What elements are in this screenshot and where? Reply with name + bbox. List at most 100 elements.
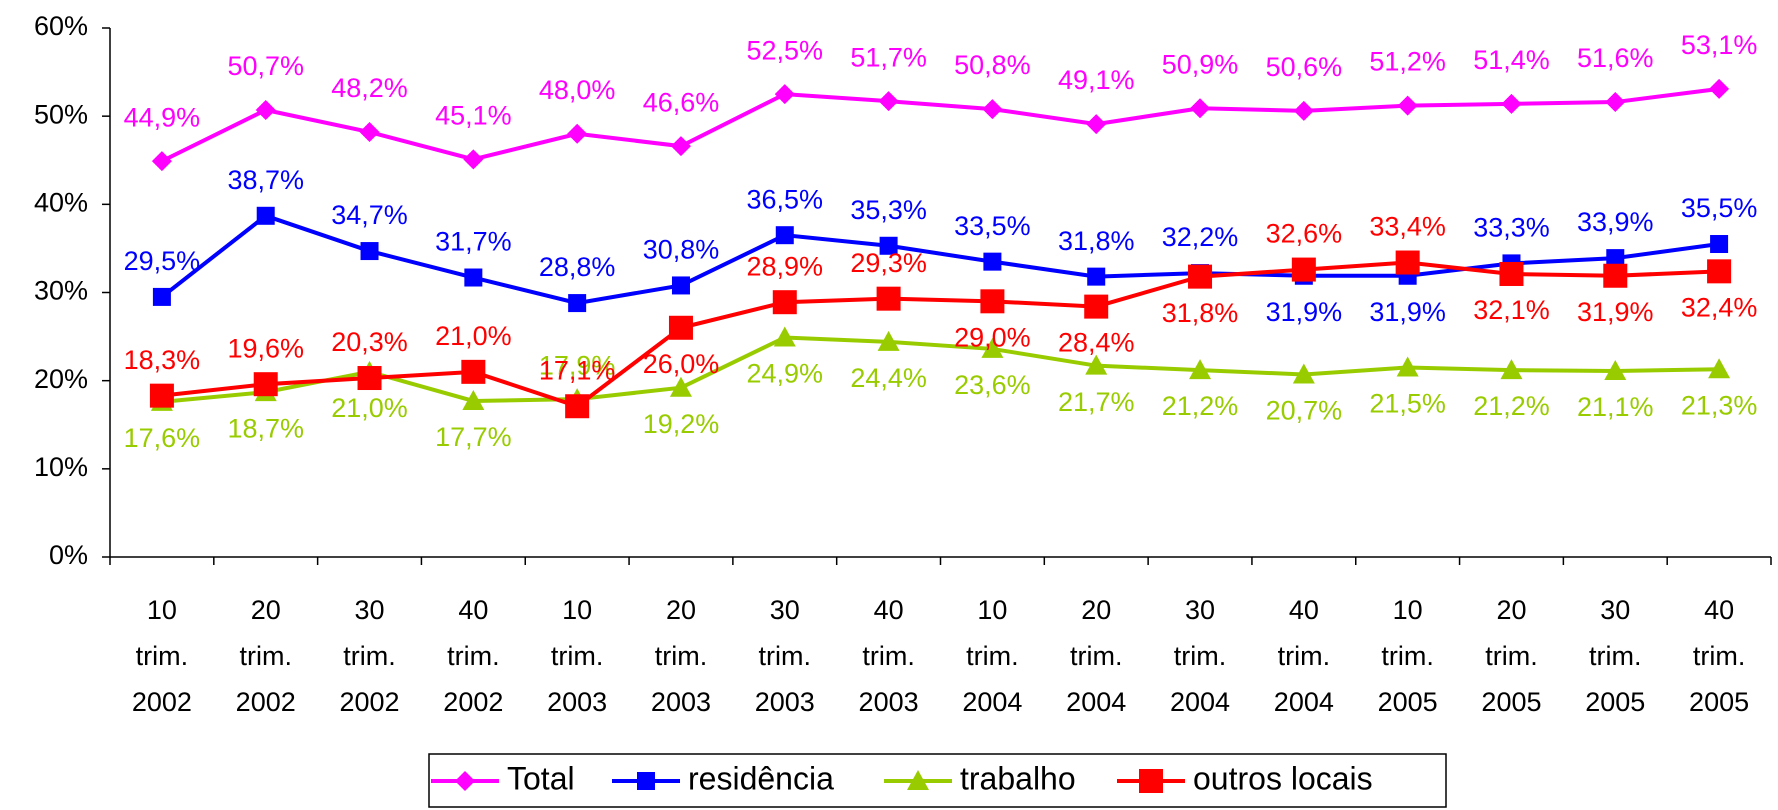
marker — [360, 242, 379, 261]
x-tick-label-line: 20 — [1081, 595, 1111, 625]
y-tick-label: 10% — [34, 452, 88, 482]
data-label: 19,2% — [643, 409, 720, 439]
data-label: 33,9% — [1577, 207, 1654, 237]
x-tick-label-line: trim. — [239, 641, 291, 671]
data-label: 20,3% — [331, 327, 408, 357]
data-label: 20,7% — [1266, 396, 1343, 426]
data-label: 28,8% — [539, 252, 616, 282]
x-tick-label-line: 10 — [562, 595, 592, 625]
x-tick-label-line: 10 — [1393, 595, 1423, 625]
data-label: 50,8% — [954, 50, 1031, 80]
marker — [1709, 78, 1730, 99]
data-label: 52,5% — [747, 35, 824, 65]
x-tick-label-line: 2003 — [651, 687, 711, 717]
data-label: 50,7% — [227, 51, 304, 81]
x-tick-label: 30 trim. 2005 — [1585, 595, 1645, 717]
x-tick-label: 40 trim. 2002 — [443, 595, 503, 717]
data-label: 45,1% — [435, 100, 512, 130]
x-tick-label-line: trim. — [136, 641, 188, 671]
x-tick-label: 10 trim. 2004 — [962, 595, 1022, 717]
marker — [1501, 93, 1522, 114]
data-label: 31,9% — [1577, 297, 1654, 327]
x-tick-label-line: trim. — [1381, 641, 1433, 671]
marker — [982, 99, 1003, 120]
marker — [357, 366, 382, 391]
marker — [668, 315, 693, 340]
data-label: 32,1% — [1473, 295, 1550, 325]
data-label: 21,2% — [1473, 391, 1550, 421]
marker — [879, 236, 898, 255]
data-label: 35,5% — [1681, 193, 1758, 223]
x-tick-label: 30 trim. 2004 — [1170, 595, 1230, 717]
data-label: 28,4% — [1058, 328, 1135, 358]
x-tick-label-line: 2004 — [962, 687, 1022, 717]
data-label: 18,7% — [227, 413, 304, 443]
data-label: 21,3% — [1681, 390, 1758, 420]
data-label: 33,4% — [1369, 212, 1446, 242]
data-label: 32,4% — [1681, 292, 1758, 322]
marker — [464, 268, 483, 287]
x-tick-label: 40 trim. 2004 — [1274, 595, 1334, 717]
marker — [775, 226, 794, 245]
marker — [463, 149, 484, 170]
marker — [878, 91, 899, 112]
x-tick-label-line: 40 — [1289, 595, 1319, 625]
x-tick-label-line: 40 — [458, 595, 488, 625]
x-tick-label-line: 2005 — [1585, 687, 1645, 717]
marker — [981, 337, 1004, 358]
y-tick-label: 60% — [34, 11, 88, 41]
legend-label: Total — [507, 760, 575, 796]
marker — [1395, 250, 1420, 275]
data-label: 48,2% — [331, 73, 408, 103]
x-tick-label: 40 trim. 2003 — [859, 595, 919, 717]
marker — [1087, 267, 1106, 286]
x-tick-label-line: 20 — [666, 595, 696, 625]
marker — [983, 252, 1002, 271]
x-tick-label-line: 10 — [147, 595, 177, 625]
marker — [637, 772, 655, 790]
data-label: 51,4% — [1473, 45, 1550, 75]
marker — [1293, 100, 1314, 121]
x-tick-label-line: 20 — [251, 595, 281, 625]
x-tick-label-line: trim. — [1693, 641, 1745, 671]
marker — [1190, 98, 1211, 119]
y-tick-label: 20% — [34, 364, 88, 394]
data-label: 19,6% — [227, 333, 304, 363]
x-tick-label-line: trim. — [966, 641, 1018, 671]
marker — [1500, 359, 1523, 380]
marker — [671, 276, 690, 295]
data-label: 21,0% — [435, 321, 512, 351]
x-tick-label-line: 30 — [770, 595, 800, 625]
x-tick-label-line: 2004 — [1170, 687, 1230, 717]
x-tick-label: 20 trim. 2005 — [1481, 595, 1541, 717]
legend-label: outros locais — [1193, 760, 1373, 796]
data-label: 31,9% — [1266, 297, 1343, 327]
x-tick-label-line: 40 — [1704, 595, 1734, 625]
data-label: 33,5% — [954, 211, 1031, 241]
marker — [1603, 263, 1628, 288]
data-label: 38,7% — [227, 165, 304, 195]
marker — [1708, 358, 1731, 379]
marker — [1085, 354, 1108, 375]
series-line — [161, 260, 1720, 409]
marker — [1189, 359, 1212, 380]
x-tick-label: 10 trim. 2003 — [547, 595, 607, 717]
x-tick-label-line: trim. — [759, 641, 811, 671]
marker — [255, 99, 276, 120]
x-tick-label-line: 40 — [874, 595, 904, 625]
data-label: 17,1% — [539, 355, 616, 385]
data-label: 21,5% — [1369, 389, 1446, 419]
data-label: 17,6% — [124, 423, 201, 453]
series-line — [161, 335, 1720, 404]
marker — [568, 294, 587, 313]
data-label: 34,7% — [331, 200, 408, 230]
marker — [1605, 92, 1626, 113]
data-label: 32,6% — [1266, 219, 1343, 249]
marker — [772, 290, 797, 315]
marker — [877, 330, 900, 351]
x-tick-label-line: 30 — [355, 595, 385, 625]
marker — [462, 389, 485, 410]
x-tick-label: 20 trim. 2004 — [1066, 595, 1126, 717]
data-label: 21,7% — [1058, 387, 1135, 417]
